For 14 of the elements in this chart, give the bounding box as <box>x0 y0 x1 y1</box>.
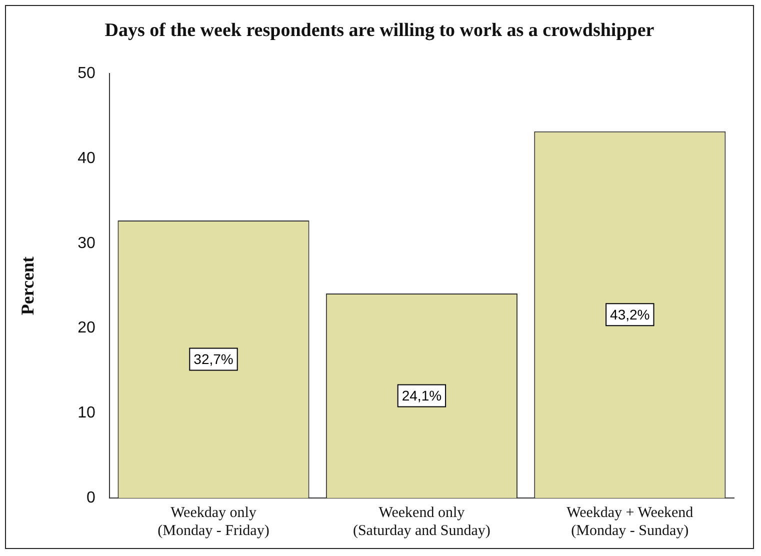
y-axis-title: Percent <box>17 256 38 316</box>
y-tick-label: 40 <box>78 150 96 167</box>
data-label: 32,7% <box>194 351 234 368</box>
y-tick-label: 20 <box>78 320 96 337</box>
data-label: 43,2% <box>610 306 650 323</box>
y-tick-label: 50 <box>78 65 96 82</box>
x-tick-label: Weekday + Weekend (Monday - Sunday) <box>566 504 694 539</box>
x-tick-label: Weekday only (Monday - Friday) <box>158 504 270 539</box>
y-tick-label: 0 <box>86 489 96 506</box>
data-label: 24,1% <box>402 388 442 404</box>
y-tick-label: 30 <box>78 234 96 252</box>
chart-title: Days of the week respondents are willing to work as a crowdshipper <box>104 20 656 42</box>
y-tick-label: 10 <box>78 404 96 422</box>
x-tick-label: Weekend only (Saturday and Sunday) <box>352 504 490 539</box>
